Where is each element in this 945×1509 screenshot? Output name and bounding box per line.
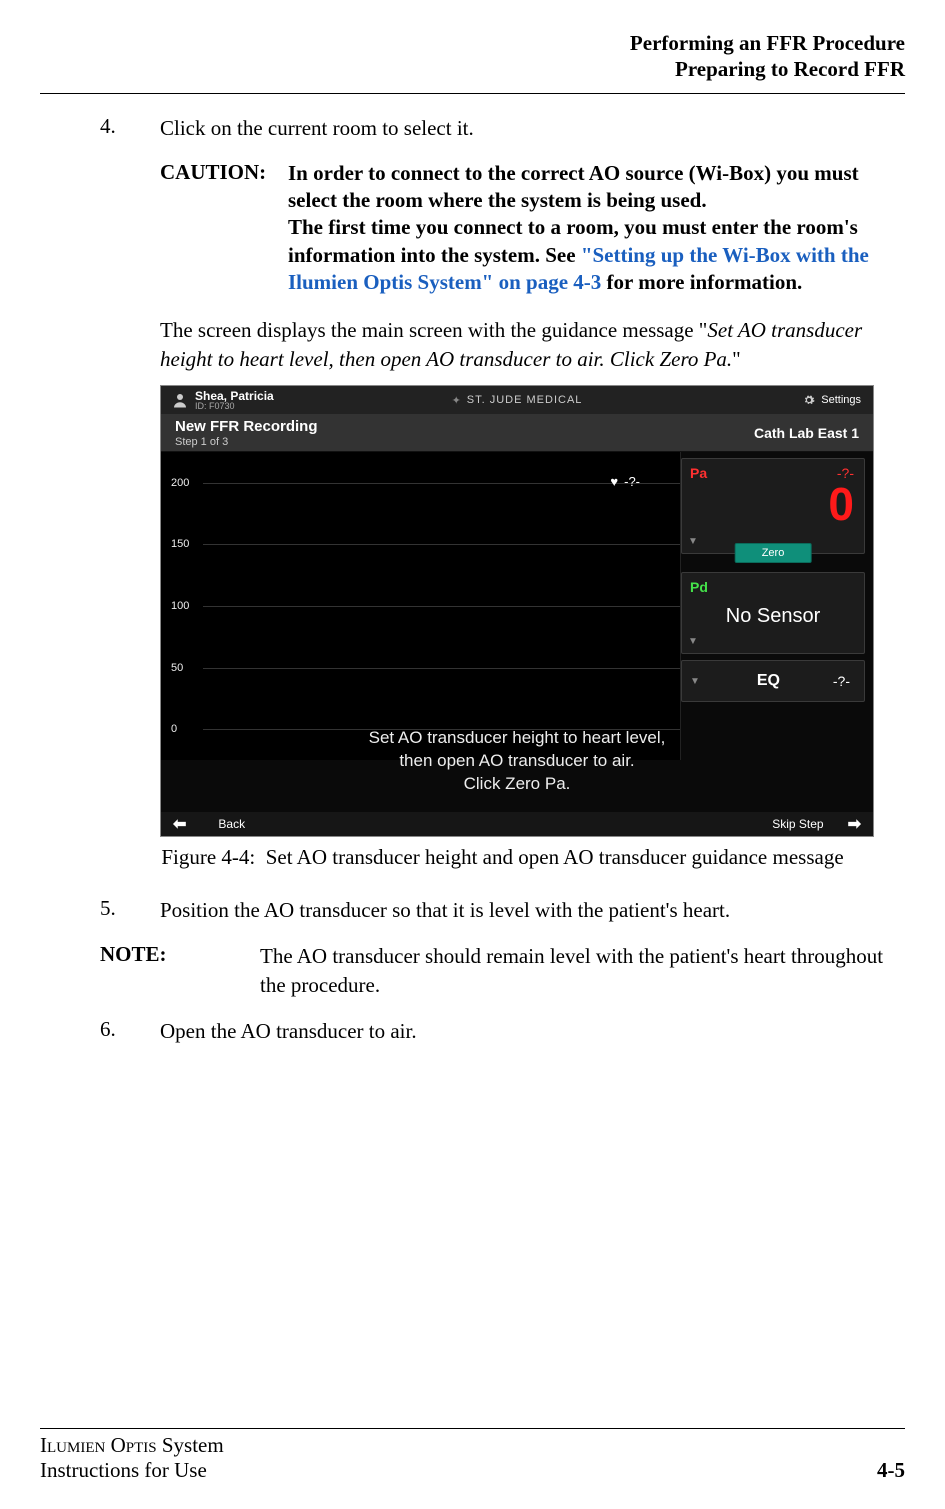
chevron-down-icon: ▼ bbox=[688, 636, 698, 647]
figure-wrap: Shea, Patricia ID: F0730 ✦ ST. JUDE MEDI… bbox=[160, 385, 905, 837]
gridline bbox=[203, 483, 680, 484]
caution-line1: In order to connect to the correct AO so… bbox=[288, 161, 859, 212]
pd-panel[interactable]: Pd No Sensor ▼ bbox=[681, 572, 865, 654]
heart-rate: ♥ -?- bbox=[610, 474, 640, 489]
gridline bbox=[203, 544, 680, 545]
figure-text: Set AO transducer height and open AO tra… bbox=[266, 845, 844, 869]
note-text: The AO transducer should remain level wi… bbox=[260, 942, 905, 999]
note-label: NOTE: bbox=[100, 942, 260, 999]
panels: Pa -?- 0 ▼ Zero Pd No Sensor ▼ ▼ EQ bbox=[681, 452, 873, 760]
chevron-down-icon: ▼ bbox=[688, 536, 698, 547]
page-header: Performing an FFR Procedure Preparing to… bbox=[40, 30, 905, 83]
patient-name: Shea, Patricia bbox=[195, 390, 274, 402]
caution-line2b: for more information. bbox=[601, 270, 802, 294]
footer-left: Ilumien Optis System Instructions for Us… bbox=[40, 1433, 224, 1483]
guidance-l1: Set AO transducer height to heart level, bbox=[161, 727, 873, 750]
step-6: 6. Open the AO transducer to air. bbox=[100, 1017, 905, 1045]
pd-label: Pd bbox=[690, 579, 708, 595]
pa-label: Pa bbox=[690, 465, 707, 481]
eq-label: EQ bbox=[757, 672, 780, 690]
y-tick: 50 bbox=[171, 662, 183, 674]
step-4: 4. Click on the current room to select i… bbox=[100, 114, 905, 142]
ss-bottombar: ⬅ Back Skip Step ➡ bbox=[161, 812, 873, 836]
pa-panel[interactable]: Pa -?- 0 ▼ Zero bbox=[681, 458, 865, 554]
content-body: 4. Click on the current room to select i… bbox=[40, 114, 905, 1046]
recording-title-block: New FFR Recording Step 1 of 3 bbox=[175, 418, 318, 448]
room-label[interactable]: Cath Lab East 1 bbox=[754, 425, 859, 441]
header-line-2: Preparing to Record FFR bbox=[40, 56, 905, 82]
pa-value: 0 bbox=[828, 481, 854, 527]
figure-caption: Figure 4-4: Set AO transducer height and… bbox=[100, 845, 905, 870]
settings-button[interactable]: Settings bbox=[803, 394, 873, 406]
chart-area: 200 150 100 50 0 ♥ -?- bbox=[161, 452, 681, 760]
guidance-l3: Click Zero Pa. bbox=[161, 773, 873, 796]
y-tick: 150 bbox=[171, 538, 189, 550]
eq-panel[interactable]: ▼ EQ -?- bbox=[681, 660, 865, 702]
guidance-paragraph: The screen displays the main screen with… bbox=[160, 316, 905, 373]
step-label: Step 1 of 3 bbox=[175, 436, 318, 448]
y-tick: 100 bbox=[171, 600, 189, 612]
ss-topbar: Shea, Patricia ID: F0730 ✦ ST. JUDE MEDI… bbox=[161, 386, 873, 414]
caution-label: CAUTION: bbox=[160, 160, 288, 296]
step-number: 5. bbox=[100, 896, 160, 924]
para-post: " bbox=[732, 347, 741, 371]
figure-label: Figure 4-4: bbox=[161, 845, 255, 869]
step-text: Position the AO transducer so that it is… bbox=[160, 896, 730, 924]
eq-q: -?- bbox=[833, 673, 850, 689]
header-line-1: Performing an FFR Procedure bbox=[40, 30, 905, 56]
arrow-right-icon: ➡ bbox=[848, 814, 861, 834]
guidance-l2: then open AO transducer to air. bbox=[161, 750, 873, 773]
page-number: 4-5 bbox=[877, 1458, 905, 1483]
footer-row: Ilumien Optis System Instructions for Us… bbox=[40, 1433, 905, 1483]
pd-status: No Sensor bbox=[690, 605, 856, 628]
step-text: Open the AO transducer to air. bbox=[160, 1017, 417, 1045]
step-5: 5. Position the AO transducer so that it… bbox=[100, 896, 905, 924]
ss-subbar: New FFR Recording Step 1 of 3 Cath Lab E… bbox=[161, 414, 873, 452]
skip-button[interactable]: Skip Step ➡ bbox=[772, 814, 861, 834]
caution-block: CAUTION: In order to connect to the corr… bbox=[160, 160, 905, 296]
caution-body: In order to connect to the correct AO so… bbox=[288, 160, 905, 296]
brand-icon: ✦ bbox=[452, 394, 462, 407]
product-name: Ilumien Optis System bbox=[40, 1433, 224, 1457]
footer-rule bbox=[40, 1428, 905, 1429]
step-text: Click on the current room to select it. bbox=[160, 114, 474, 142]
guidance-message: Set AO transducer height to heart level,… bbox=[161, 715, 873, 812]
zero-button[interactable]: Zero bbox=[735, 543, 812, 563]
gridline bbox=[203, 606, 680, 607]
brand-text: ST. JUDE MEDICAL bbox=[467, 394, 583, 406]
step-number: 4. bbox=[100, 114, 160, 142]
chevron-down-icon: ▼ bbox=[690, 676, 700, 687]
back-button[interactable]: ⬅ Back bbox=[173, 814, 245, 834]
screenshot: Shea, Patricia ID: F0730 ✦ ST. JUDE MEDI… bbox=[160, 385, 874, 837]
settings-label: Settings bbox=[821, 394, 861, 406]
back-label: Back bbox=[218, 817, 245, 831]
brand-label: ✦ ST. JUDE MEDICAL bbox=[452, 394, 583, 407]
skip-label: Skip Step bbox=[772, 817, 823, 831]
footer-line2: Instructions for Use bbox=[40, 1458, 207, 1482]
avatar-icon bbox=[171, 391, 189, 409]
patient-id: ID: F0730 bbox=[195, 402, 274, 411]
gridline bbox=[203, 668, 680, 669]
footer: Ilumien Optis System Instructions for Us… bbox=[40, 1428, 905, 1483]
gear-icon bbox=[803, 394, 815, 406]
header-rule bbox=[40, 93, 905, 94]
patient-info: Shea, Patricia ID: F0730 bbox=[195, 390, 274, 411]
step-number: 6. bbox=[100, 1017, 160, 1045]
arrow-left-icon: ⬅ bbox=[173, 814, 186, 834]
recording-title: New FFR Recording bbox=[175, 418, 318, 435]
ss-main: 200 150 100 50 0 ♥ -?- Pa -?- 0 ▼ bbox=[161, 452, 873, 760]
heart-icon: ♥ bbox=[610, 474, 618, 489]
note-block: NOTE: The AO transducer should remain le… bbox=[100, 942, 905, 999]
para-pre: The screen displays the main screen with… bbox=[160, 318, 707, 342]
y-tick: 200 bbox=[171, 477, 189, 489]
heart-rate-value: -?- bbox=[624, 474, 640, 489]
